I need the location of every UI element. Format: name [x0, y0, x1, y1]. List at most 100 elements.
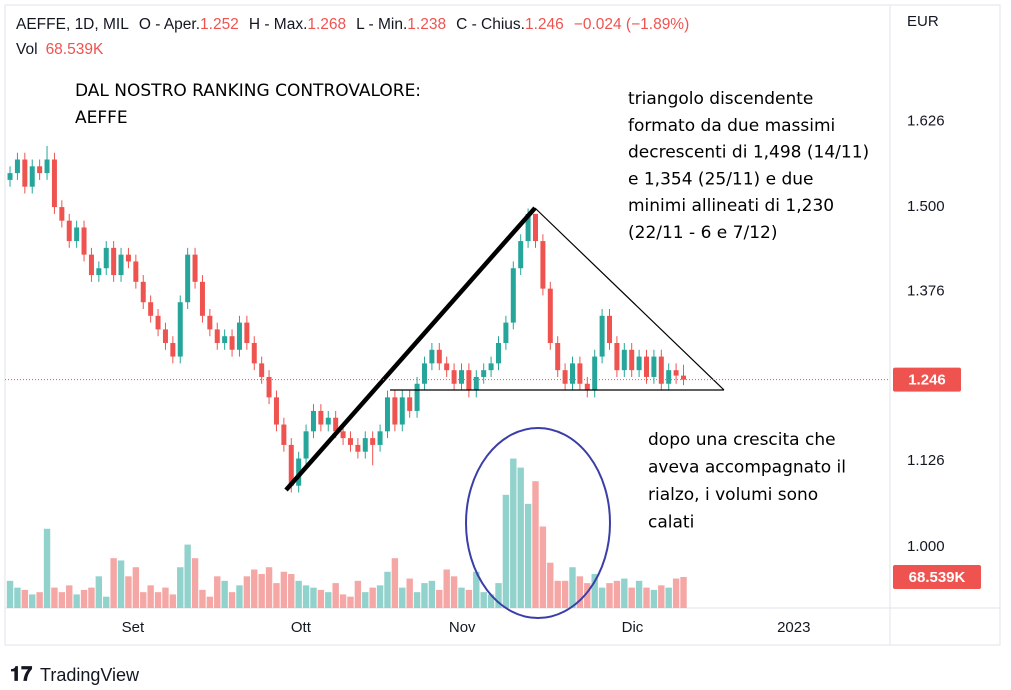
- volume-bar: [524, 503, 532, 608]
- candle-body: [177, 302, 183, 357]
- candle-body: [88, 254, 94, 276]
- candle-body: [392, 397, 398, 425]
- annotation: decrescenti di 1,498 (14/11): [628, 143, 869, 163]
- volume-bar: [177, 567, 184, 608]
- volume-bar: [117, 560, 125, 608]
- volume-bar: [613, 580, 621, 608]
- volume-bar: [510, 458, 517, 608]
- volume-bar: [406, 578, 413, 608]
- candle-body: [458, 370, 464, 384]
- volume-bar: [43, 528, 51, 608]
- candle-body: [229, 336, 235, 350]
- volume-bar: [347, 596, 354, 608]
- candle-body: [673, 370, 679, 376]
- candle-body: [481, 370, 487, 377]
- brand-name: TradingView: [40, 665, 140, 685]
- volume-bar: [51, 587, 58, 608]
- candle-body: [629, 349, 635, 371]
- candle-body: [399, 397, 405, 425]
- volume-bar: [140, 592, 147, 608]
- candle-body: [325, 417, 331, 425]
- candle-body: [599, 315, 605, 357]
- x-tick-label: 2023: [777, 619, 810, 636]
- annotation: dopo una crescita che: [648, 430, 836, 450]
- annotation: e 1,354 (25/11) e due: [628, 169, 813, 189]
- candle-body: [681, 375, 687, 380]
- volume-bar: [273, 583, 280, 608]
- volume-bar: [280, 571, 288, 608]
- candle-body: [503, 322, 509, 343]
- candle-body: [451, 370, 457, 384]
- candle-body: [347, 438, 353, 445]
- y-tick-label: 1.000: [907, 538, 945, 555]
- last-price-label: 1.246: [908, 372, 946, 389]
- candle-body: [170, 342, 176, 357]
- candle-body: [22, 159, 28, 187]
- candle-body: [7, 173, 13, 180]
- candle-body: [555, 342, 561, 371]
- frame: [4, 4, 1001, 646]
- candle-body: [118, 254, 124, 276]
- ohlc-value: 1.246: [525, 16, 564, 33]
- annotation: calati: [648, 513, 694, 533]
- candle-body: [577, 363, 583, 384]
- volume-bar: [169, 594, 177, 608]
- candle-body: [651, 356, 657, 377]
- ohlc-value: 1.252: [200, 16, 239, 33]
- volume-layer: [6, 458, 687, 608]
- candle-body: [51, 159, 57, 208]
- candle-body: [266, 376, 272, 398]
- annotation: (22/11 - 6 e 7/12): [628, 223, 777, 243]
- volume-bar: [354, 580, 362, 608]
- brand: 𝟏𝟕 TradingView: [10, 663, 140, 685]
- volume-bar: [547, 562, 554, 608]
- volume-bar: [376, 585, 384, 608]
- volume-bar: [66, 585, 73, 608]
- ohlc-label: H - Max.: [249, 16, 308, 33]
- change: −0.024 (−1.89%): [574, 16, 689, 33]
- volume-bar: [184, 544, 191, 608]
- candle-body: [162, 329, 168, 343]
- volume-circle: [465, 427, 611, 619]
- volume-bar: [95, 576, 103, 608]
- volume-bar: [495, 583, 502, 608]
- volume-bar: [14, 587, 21, 608]
- y-tick-label: 1.126: [907, 452, 945, 469]
- volume-bar: [110, 558, 117, 608]
- candle-body: [621, 349, 627, 371]
- volume-bar: [147, 585, 154, 608]
- candle-body: [436, 349, 442, 364]
- candle-body: [518, 241, 524, 269]
- candle-body: [510, 268, 516, 323]
- candle-body: [384, 397, 390, 432]
- candle-body: [355, 444, 361, 452]
- candle-body: [66, 220, 72, 242]
- ohlc-label: C - Chius.: [456, 16, 525, 33]
- volume-value: 68.539K: [46, 41, 104, 58]
- volume-bar: [569, 567, 576, 608]
- volume-bar: [302, 585, 310, 608]
- candle-body: [488, 363, 494, 371]
- candle-body: [44, 159, 50, 174]
- candle-body: [273, 397, 279, 425]
- volume-bar: [473, 571, 480, 608]
- candle-body: [296, 458, 302, 486]
- volume-bar: [621, 578, 628, 608]
- candle-layer: [7, 145, 687, 493]
- volume-bar: [428, 580, 436, 608]
- annotation: DAL NOSTRO RANKING CONTROVALORE:: [75, 81, 421, 101]
- candle-body: [259, 363, 265, 377]
- volume-bar: [606, 583, 613, 608]
- volume-bar: [29, 594, 36, 608]
- candle-body: [444, 363, 450, 371]
- volume-bar: [658, 585, 665, 608]
- candle-body: [281, 424, 287, 445]
- trend-line: [284, 206, 537, 492]
- candle-body: [370, 438, 376, 445]
- volume-bar: [517, 467, 524, 608]
- volume-bar: [665, 587, 672, 608]
- volume-bar: [36, 592, 43, 608]
- volume-bar: [561, 580, 569, 608]
- candle-body: [155, 315, 161, 330]
